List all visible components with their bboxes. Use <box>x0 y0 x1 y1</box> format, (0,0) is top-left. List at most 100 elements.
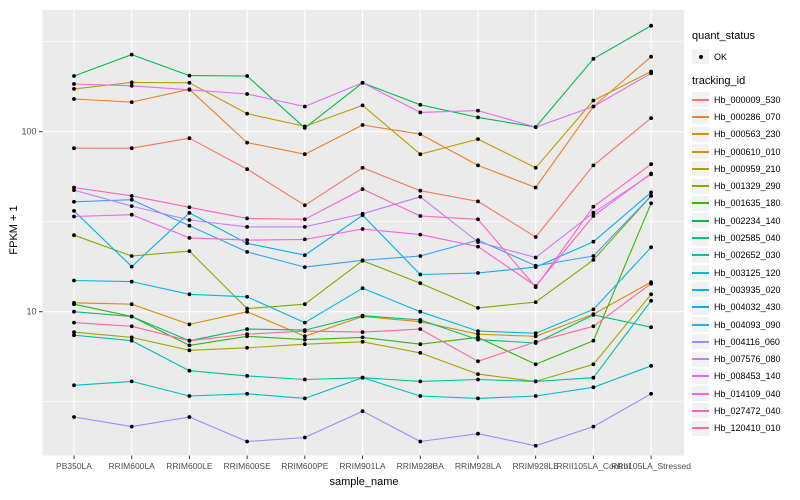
data-point-Hb_120410_010 <box>360 330 365 334</box>
data-point-Hb_000286_070 <box>72 97 76 101</box>
legend-key-line-icon <box>692 317 709 332</box>
legend-label: Hb_001329_290 <box>714 181 781 192</box>
y-tick-label: 10 <box>26 307 36 317</box>
data-point-Hb_002585_040 <box>476 337 480 342</box>
data-point-Hb_002234_140 <box>72 74 76 78</box>
data-point-Hb_003125_120 <box>245 391 250 396</box>
data-point-Hb_014109_040 <box>187 236 192 240</box>
legend-key-line-icon <box>692 420 709 436</box>
legend-label: Hb_008453_140 <box>714 371 781 382</box>
data-point-Hb_004093_090 <box>129 197 134 202</box>
data-point-Hb_002652_030 <box>649 298 653 303</box>
data-point-Hb_007576_080 <box>591 210 596 215</box>
data-point-Hb_007576_080 <box>245 225 250 229</box>
data-point-Hb_007576_080 <box>418 194 423 199</box>
data-point-Hb_003935_020 <box>360 286 365 291</box>
data-point-Hb_027472_040 <box>649 162 653 167</box>
data-point-Hb_000959_210 <box>591 362 596 367</box>
data-point-Hb_004093_090 <box>302 265 307 269</box>
legend-key-line-icon <box>692 334 709 350</box>
data-point-Hb_001329_290 <box>129 254 134 258</box>
legend-key-line-icon <box>692 282 709 298</box>
data-point-Hb_007576_080 <box>72 188 76 193</box>
data-point-Hb_003125_120 <box>649 364 653 368</box>
legend-item-Hb_003125_120: Hb_003125_120 <box>692 264 800 281</box>
legend-item-quant-ok: OK <box>692 48 800 65</box>
data-point-Hb_004116_060 <box>533 443 538 448</box>
data-point-Hb_004093_090 <box>418 254 423 258</box>
legend-item-Hb_001329_290: Hb_001329_290 <box>692 177 800 194</box>
data-point-Hb_004032_430 <box>187 211 192 215</box>
data-point-Hb_004032_430 <box>418 272 423 277</box>
data-point-Hb_014109_040 <box>129 212 134 217</box>
legend-item-Hb_001635_180: Hb_001635_180 <box>692 195 800 212</box>
data-point-Hb_000959_210 <box>245 345 250 350</box>
x-axis-title: sample_name <box>329 476 399 488</box>
data-point-Hb_120410_010 <box>129 324 134 329</box>
legend-key-line-icon <box>692 144 709 160</box>
data-point-Hb_014109_040 <box>649 171 653 176</box>
legend-label: Hb_000563_230 <box>714 129 781 140</box>
data-point-Hb_002652_030 <box>302 377 307 382</box>
legend-label: Hb_000610_010 <box>714 146 781 157</box>
legend-key-line-icon <box>692 351 709 367</box>
data-point-Hb_000563_230 <box>302 334 307 339</box>
legend-item-Hb_120410_010: Hb_120410_010 <box>692 420 800 437</box>
data-point-Hb_000610_010 <box>187 80 192 85</box>
data-point-Hb_002585_040 <box>245 327 250 331</box>
data-point-Hb_003125_120 <box>360 375 365 380</box>
legend-key-line-icon <box>692 403 709 419</box>
data-point-Hb_120410_010 <box>72 320 76 325</box>
data-point-Hb_001329_290 <box>245 306 250 311</box>
legend-item-Hb_000959_210: Hb_000959_210 <box>692 160 800 177</box>
legend-item-Hb_003935_020: Hb_003935_020 <box>692 281 800 298</box>
legend-key-line-icon <box>692 161 709 177</box>
legend-label: Hb_003935_020 <box>714 284 781 295</box>
legend-title-tracking-id: tracking_id <box>692 75 746 87</box>
data-point-Hb_001329_290 <box>187 249 192 254</box>
data-point-Hb_000286_070 <box>129 100 134 104</box>
legend-key-line-icon <box>692 247 709 263</box>
legend-label: Hb_004032_430 <box>714 302 781 313</box>
legend-entries: Hb_000009_530 Hb_000286_070 Hb_000563_230 H… <box>692 91 800 437</box>
data-point-Hb_001635_180 <box>533 362 538 367</box>
x-tick-label: RRIM600LA <box>109 461 156 471</box>
data-point-Hb_003935_020 <box>418 309 423 314</box>
data-point-Hb_027472_040 <box>418 214 423 218</box>
data-point-Hb_001635_180 <box>302 337 307 342</box>
data-point-Hb_007576_080 <box>533 255 538 260</box>
legend-key-line-icon <box>692 92 709 108</box>
x-tick-label: RRIM928LE <box>513 461 560 471</box>
data-point-Hb_008453_140 <box>649 71 653 76</box>
data-point-Hb_002585_040 <box>360 313 365 318</box>
legend-key-ok-point-icon <box>692 49 709 64</box>
data-point-Hb_007576_080 <box>187 218 192 222</box>
data-point-Hb_002652_030 <box>187 368 192 373</box>
legend-label: Hb_000959_210 <box>714 163 781 174</box>
data-point-Hb_000009_530 <box>476 199 480 204</box>
legend-key-line-icon <box>692 230 709 246</box>
y-tick-label: 100 <box>21 127 36 137</box>
data-point-Hb_000610_010 <box>533 165 538 170</box>
legend-item-Hb_027472_040: Hb_027472_040 <box>692 402 800 419</box>
legend-label: Hb_004116_060 <box>714 336 780 347</box>
legend-label: Hb_007576_080 <box>714 354 781 365</box>
data-point-Hb_007576_080 <box>360 211 365 216</box>
data-point-Hb_014109_040 <box>360 227 365 231</box>
data-point-Hb_000610_010 <box>476 137 480 142</box>
data-point-Hb_003125_120 <box>418 394 423 398</box>
data-point-Hb_000959_210 <box>476 372 480 376</box>
data-point-Hb_008453_140 <box>302 104 307 109</box>
legend-label: Hb_027472_040 <box>714 405 781 416</box>
data-point-Hb_000286_070 <box>245 140 250 145</box>
data-point-Hb_000286_070 <box>533 185 538 190</box>
data-point-Hb_000286_070 <box>360 123 365 127</box>
data-point-Hb_027472_040 <box>360 187 365 192</box>
data-point-Hb_002234_140 <box>476 115 480 120</box>
data-point-Hb_007576_080 <box>129 204 134 209</box>
y-axis-title: FPKM + 1 <box>8 205 20 255</box>
data-point-Hb_008453_140 <box>245 92 250 96</box>
legend-key-line-icon <box>692 195 709 211</box>
data-point-Hb_004093_090 <box>245 250 250 254</box>
